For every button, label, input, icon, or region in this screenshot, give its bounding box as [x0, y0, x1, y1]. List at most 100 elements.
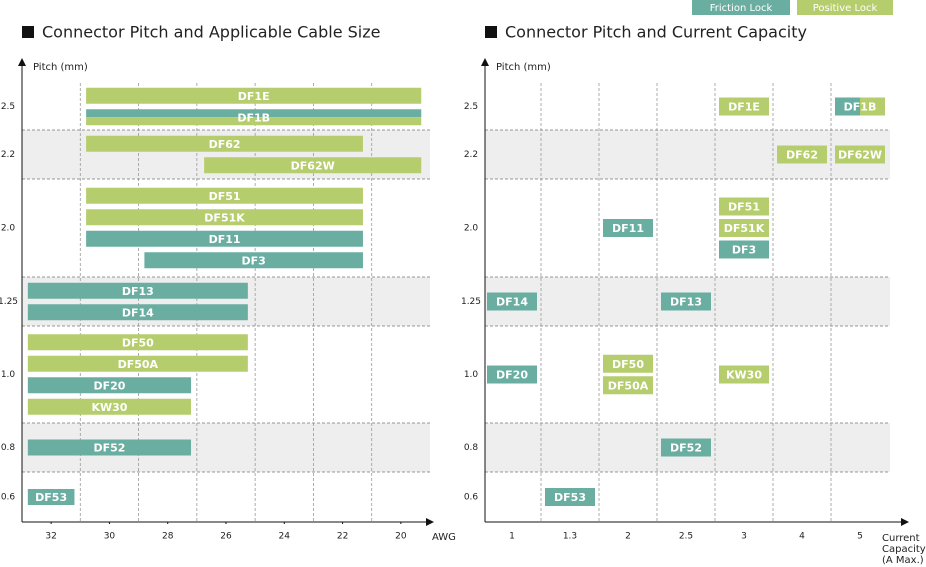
- y-tick-label: 1.0: [1, 370, 16, 380]
- y-axis-label: Pitch (mm): [33, 62, 88, 73]
- bar-segment: [835, 97, 860, 116]
- bar-label: KW30: [726, 369, 762, 382]
- bar-segment: [86, 187, 363, 204]
- bar-segment: [27, 439, 192, 456]
- bar-segment: [545, 488, 595, 506]
- y-tick-label: 1.0: [464, 370, 479, 380]
- bar: [487, 365, 537, 384]
- legend-swatch: [692, 0, 790, 15]
- bar-label: DF53: [35, 491, 67, 504]
- x-tick-label: 2.5: [679, 532, 693, 542]
- arrow: [481, 58, 489, 66]
- y-tick-label: 2.2: [464, 150, 478, 160]
- bar: [86, 209, 363, 226]
- y-tick-label: 2.2: [1, 150, 15, 160]
- bar: [27, 377, 192, 394]
- bar-label: DF50A: [118, 358, 159, 371]
- bar-segment: [27, 377, 192, 394]
- bar-label: DF20: [93, 379, 125, 392]
- title-square: [485, 26, 497, 38]
- x-tick-label: 5: [857, 532, 863, 542]
- bar: [27, 334, 248, 351]
- bar: [86, 87, 422, 104]
- bar-segment: [603, 219, 653, 237]
- bar: [545, 488, 595, 506]
- bar-segment: [86, 209, 363, 226]
- bar: [835, 97, 885, 116]
- bar-label: DF62: [209, 138, 241, 151]
- legend-label: Positive Lock: [813, 3, 878, 14]
- bar-segment: [204, 157, 422, 174]
- bar-segment: [719, 219, 769, 237]
- bar-segment: [27, 489, 75, 505]
- bar: [487, 292, 537, 311]
- bar-segment: [86, 135, 363, 152]
- x-tick-label: 30: [104, 532, 116, 542]
- x-tick-label: 32: [45, 532, 56, 542]
- y-tick-label: 1.25: [461, 297, 481, 307]
- x-axis-label: (A Max.): [882, 555, 924, 566]
- bar-segment: [86, 87, 422, 104]
- x-tick-label: 4: [799, 532, 805, 542]
- y-tick-label: 2.0: [464, 224, 479, 234]
- bar-label: DF51K: [204, 211, 245, 224]
- bar-label: KW30: [91, 401, 127, 414]
- x-tick-label: 28: [162, 532, 174, 542]
- bar-label: DF3: [242, 254, 266, 267]
- bar-segment: [661, 292, 711, 311]
- bar: [603, 376, 653, 395]
- bar-segment: [719, 97, 769, 116]
- bar: [27, 355, 248, 372]
- band: [485, 130, 890, 179]
- bar-label: DF13: [670, 296, 702, 309]
- x-axis-label: Current: [882, 533, 920, 544]
- bar-segment: [27, 355, 248, 372]
- y-tick-label: 2.5: [464, 102, 478, 112]
- bar: [777, 145, 827, 164]
- arrow: [18, 58, 26, 66]
- bar-segment: [27, 282, 248, 299]
- bar: [86, 109, 422, 126]
- bar-label: DF3: [732, 244, 756, 257]
- y-tick-label: 0.8: [1, 443, 16, 453]
- bar-segment: [719, 240, 769, 259]
- x-tick-label: 20: [395, 532, 407, 542]
- bar: [144, 252, 363, 269]
- arrow: [901, 518, 909, 526]
- x-tick-label: 1: [509, 532, 515, 542]
- bar: [719, 197, 769, 216]
- bar-label: DF51: [209, 190, 241, 203]
- x-tick-label: 3: [741, 532, 747, 542]
- y-tick-label: 2.0: [1, 224, 16, 234]
- bar-segment: [86, 117, 422, 126]
- legend-swatch: [797, 0, 893, 15]
- bar-label: DF51: [728, 201, 760, 214]
- bar-label: DF20: [496, 369, 528, 382]
- bar-label: DF14: [122, 306, 154, 319]
- bar: [603, 219, 653, 237]
- legend-label: Friction Lock: [710, 3, 773, 14]
- bar-segment: [487, 292, 537, 311]
- y-tick-label: 0.6: [464, 493, 479, 503]
- y-tick-label: 2.5: [1, 102, 15, 112]
- bar-label: DF52: [670, 442, 702, 455]
- bar-label: DF50: [122, 336, 154, 349]
- y-axis-label: Pitch (mm): [496, 62, 551, 73]
- bar: [835, 145, 885, 164]
- bar-segment: [27, 334, 248, 351]
- bar: [27, 282, 248, 299]
- bar: [603, 354, 653, 373]
- bar-segment: [661, 438, 711, 457]
- bar-segment: [27, 304, 248, 321]
- x-tick-label: 26: [220, 532, 232, 542]
- bar: [661, 292, 711, 311]
- title-square: [22, 26, 34, 38]
- bar-segment: [719, 197, 769, 216]
- bar-label: DF1E: [238, 90, 270, 103]
- bar-segment: [603, 354, 653, 373]
- bar-label: DF62: [786, 149, 818, 162]
- bar-label: DF50: [612, 358, 644, 371]
- y-tick-label: 1.25: [0, 297, 18, 307]
- bar: [27, 304, 248, 321]
- bar: [719, 219, 769, 237]
